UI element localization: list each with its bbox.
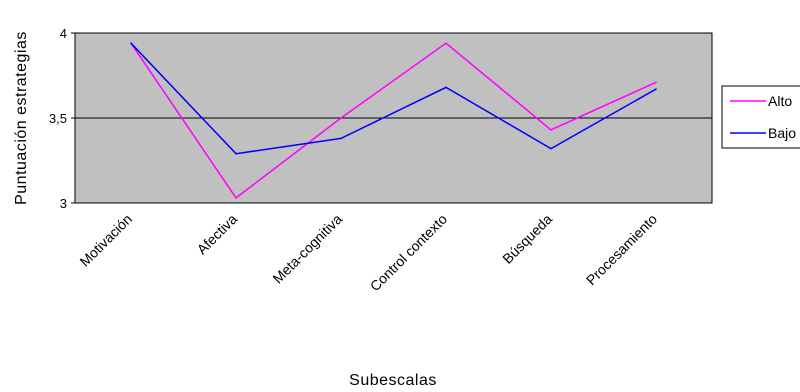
data-point: [235, 197, 237, 199]
series-line-alto: [130, 42, 657, 199]
y-axis-title: Puntuación estrategias: [13, 31, 30, 205]
x-axis-title: Subescalas: [349, 372, 437, 389]
data-point: [655, 88, 657, 90]
legend-label-alto: Alto: [768, 93, 792, 109]
data-point: [340, 137, 342, 140]
y-tick-label: 3,5: [49, 111, 67, 126]
data-point: [340, 117, 342, 119]
y-axis-ticks: 33,54: [49, 26, 75, 211]
x-tick-label: Búsqueda: [499, 211, 555, 267]
data-point: [445, 42, 447, 44]
data-point: [550, 129, 552, 131]
data-point: [550, 147, 552, 150]
series-lines: [130, 42, 657, 199]
data-point: [655, 81, 657, 84]
series-line-bajo: [130, 42, 657, 155]
x-tick-label: Procesamiento: [583, 211, 660, 288]
data-point: [235, 152, 237, 155]
legend-box: [721, 85, 800, 149]
data-point: [130, 42, 132, 44]
legend: Alto Bajo: [721, 85, 800, 149]
y-tick-label: 3: [60, 196, 67, 211]
x-axis-ticks: Motivación Afectiva Meta-cognitiva Control …: [76, 211, 660, 295]
x-tick-label: Control contexto: [367, 211, 451, 295]
x-tick-label: Meta-cognitiva: [269, 211, 345, 287]
x-tick-label: Motivación: [76, 211, 135, 270]
legend-label-bajo: Bajo: [768, 125, 796, 141]
data-point: [445, 86, 447, 89]
y-tick-label: 4: [60, 26, 67, 41]
x-tick-label: Afectiva: [194, 211, 241, 258]
